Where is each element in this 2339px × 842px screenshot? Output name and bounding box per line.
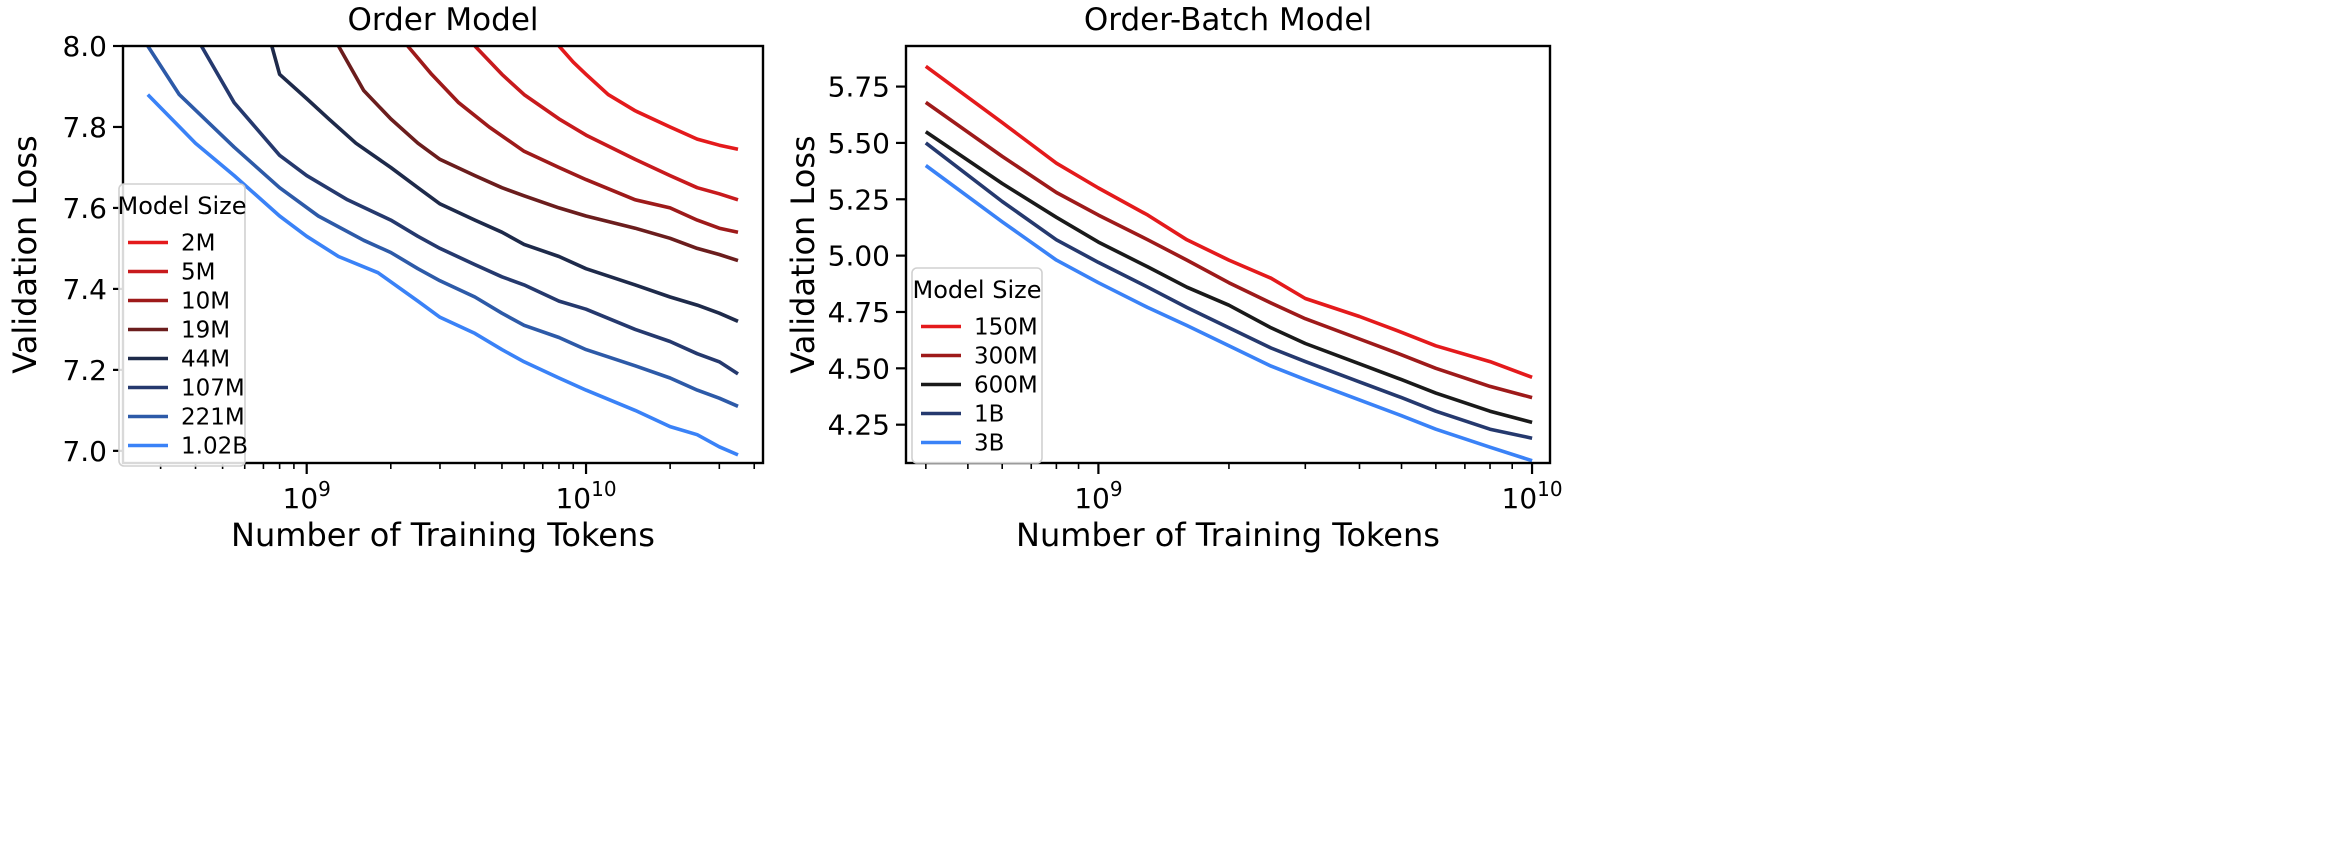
series-line-1B xyxy=(924,141,1533,440)
y-tick-label: 7.0 xyxy=(62,435,107,468)
plot-frame xyxy=(904,44,1552,465)
legend-label: 150M xyxy=(974,315,1038,341)
legend-title: Model Size xyxy=(118,192,247,220)
y-tick-label: 4.75 xyxy=(828,296,890,329)
series-line-221M xyxy=(146,46,739,408)
legend-box xyxy=(118,183,246,467)
y-axis-label: Validation Loss xyxy=(6,135,44,373)
legend-label: 600M xyxy=(974,373,1038,399)
series-line-5M xyxy=(473,46,739,202)
legend-label: 3B xyxy=(974,431,1004,457)
y-tick-label: 5.75 xyxy=(828,71,890,104)
legend-label: 1B xyxy=(974,402,1004,428)
y-tick-label: 7.6 xyxy=(62,192,107,225)
series-line-600M xyxy=(924,130,1533,425)
y-tick-label: 5.25 xyxy=(828,183,890,216)
x-axis-label: Number of Training Tokens xyxy=(1016,516,1440,554)
series-line-44M xyxy=(270,46,739,323)
y-tick-label: 5.00 xyxy=(828,240,890,273)
series-line-2M xyxy=(557,46,739,151)
y-tick-label: 4.50 xyxy=(828,352,890,385)
x-tick-label: 109 xyxy=(1074,477,1122,515)
series-group xyxy=(924,64,1533,463)
y-tick-label: 8.0 xyxy=(62,30,107,63)
legend-label: 10M xyxy=(181,289,230,315)
y-axis-label: Validation Loss xyxy=(784,135,822,373)
series-group xyxy=(146,46,739,457)
legend-label: 19M xyxy=(181,318,230,344)
chart-panel-1: Order Model 7.0 7.2 7.4 7.6 7.8 8.0 109 1010Numb… xyxy=(6,2,765,554)
legend-label: 221M xyxy=(181,405,245,431)
legend-label: 44M xyxy=(181,347,230,373)
series-line-10M xyxy=(406,46,739,234)
chart-title: Order Model xyxy=(347,2,538,38)
y-tick-label: 7.4 xyxy=(62,273,107,306)
legend-label: 5M xyxy=(181,260,215,286)
legend-label: 300M xyxy=(974,344,1038,370)
y-tick-label: 5.50 xyxy=(828,127,890,160)
x-tick-label: 1010 xyxy=(1502,477,1563,515)
series-line-3B xyxy=(924,164,1533,463)
legend: Model Size 2M 5M 10M 19M 44M 107M 221M 1.02B xyxy=(118,183,248,467)
series-line-19M xyxy=(336,46,739,263)
legend-label: 1.02B xyxy=(181,434,248,460)
series-line-1.02B xyxy=(146,93,739,457)
legend-label: 107M xyxy=(181,376,245,402)
y-tick-label: 7.8 xyxy=(62,111,107,144)
legend-label: 2M xyxy=(181,231,215,257)
chart-title: Order-Batch Model xyxy=(1084,2,1372,38)
x-tick-label: 109 xyxy=(283,477,331,515)
y-tick-label: 4.25 xyxy=(828,409,890,442)
series-line-107M xyxy=(199,46,739,376)
series-line-150M xyxy=(924,64,1533,379)
x-axis-label: Number of Training Tokens xyxy=(231,516,655,554)
series-line-300M xyxy=(924,100,1533,400)
x-tick-label: 1010 xyxy=(555,477,616,515)
chart-panel-2: Order-Batch Model 4.25 4.50 4.75 5.00 5.25 5.5… xyxy=(784,2,1563,554)
legend-title: Model Size xyxy=(913,276,1042,304)
legend: Model Size 150M 300M 600M 1B 3B xyxy=(911,267,1043,464)
y-tick-label: 7.2 xyxy=(62,354,107,387)
